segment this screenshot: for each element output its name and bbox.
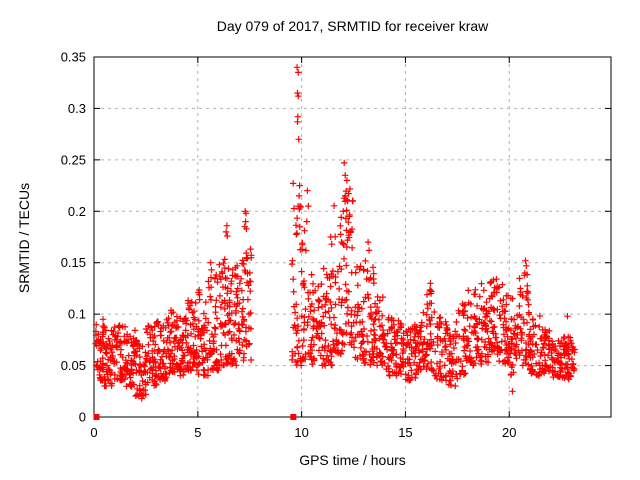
y-tick-label: 0.3 [68,101,86,116]
x-axis-label: GPS time / hours [299,452,406,468]
y-tick-label: 0.25 [61,152,86,167]
x-tick-label: 5 [194,425,201,440]
x-tick-label: 15 [398,425,412,440]
x-tick-label: 0 [90,425,97,440]
zero-flag-square-marker [290,414,297,420]
x-tick-label: 10 [294,425,308,440]
scatter-points [92,64,578,402]
y-tick-label: 0.05 [61,358,86,373]
y-tick-label: 0.2 [68,204,86,219]
y-tick-label: 0.35 [61,50,86,65]
y-tick-label: 0.15 [61,255,86,270]
zero-flag-square-marker [93,414,100,420]
chart-title: Day 079 of 2017, SRMTID for receiver kra… [216,18,489,34]
y-tick-label: 0 [79,410,86,425]
x-tick-label: 20 [502,425,516,440]
y-tick-label: 0.1 [68,307,86,322]
